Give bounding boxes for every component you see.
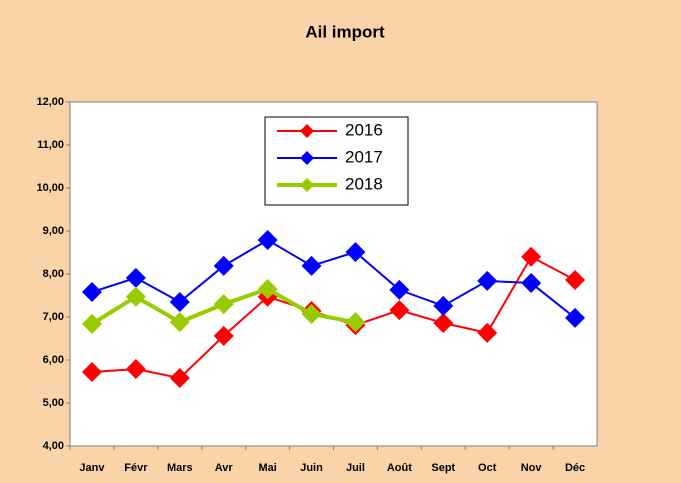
marker: [81, 362, 102, 383]
marker: [169, 368, 190, 389]
y-tick-label: 12,00: [36, 96, 64, 108]
marker: [345, 312, 366, 333]
marker: [565, 270, 586, 291]
marker: [345, 242, 366, 263]
marker: [389, 300, 410, 321]
x-tick-label: Juin: [300, 462, 323, 474]
x-tick-label: Mai: [258, 462, 276, 474]
marker: [301, 255, 322, 276]
x-tick-label: Oct: [478, 462, 497, 474]
marker: [125, 286, 146, 307]
legend-label: 2018: [345, 174, 383, 193]
x-tick-label: Janv: [79, 462, 105, 474]
marker: [521, 246, 542, 267]
legend-marker: [300, 151, 314, 165]
x-tick-label: Avr: [215, 462, 234, 474]
marker: [213, 255, 234, 276]
marker: [81, 313, 102, 334]
y-tick-label: 5,00: [43, 397, 64, 409]
y-tick-label: 6,00: [43, 354, 64, 366]
legend-label: 2016: [345, 120, 383, 139]
chart-title: Ail import: [305, 22, 385, 41]
x-tick-label: Nov: [521, 462, 543, 474]
x-tick-label: Sept: [431, 462, 455, 474]
x-tick-label: Août: [387, 462, 412, 474]
marker: [389, 279, 410, 300]
marker: [125, 267, 146, 288]
marker: [433, 313, 454, 334]
legend-marker: [300, 178, 314, 192]
x-tick-label: Févr: [124, 462, 148, 474]
x-tick-label: Juil: [346, 462, 365, 474]
marker: [301, 303, 322, 324]
y-tick-label: 4,00: [43, 440, 64, 452]
y-tick-label: 8,00: [43, 268, 64, 280]
x-tick-label: Déc: [565, 462, 585, 474]
marker: [169, 291, 190, 312]
y-tick-label: 11,00: [37, 139, 64, 151]
marker: [169, 312, 190, 333]
y-tick-label: 7,00: [43, 311, 64, 323]
legend-label: 2017: [345, 147, 383, 166]
y-tick-label: 9,00: [43, 225, 64, 237]
marker: [477, 322, 498, 343]
marker: [213, 325, 234, 346]
marker: [257, 279, 278, 300]
marker: [257, 230, 278, 251]
marker: [81, 282, 102, 303]
y-tick-label: 10,00: [36, 182, 64, 194]
marker: [477, 270, 498, 291]
x-tick-label: Mars: [167, 462, 193, 474]
marker: [521, 273, 542, 294]
legend-marker: [300, 124, 314, 138]
marker: [213, 294, 234, 315]
marker: [433, 295, 454, 316]
marker: [565, 307, 586, 328]
marker: [125, 359, 146, 380]
